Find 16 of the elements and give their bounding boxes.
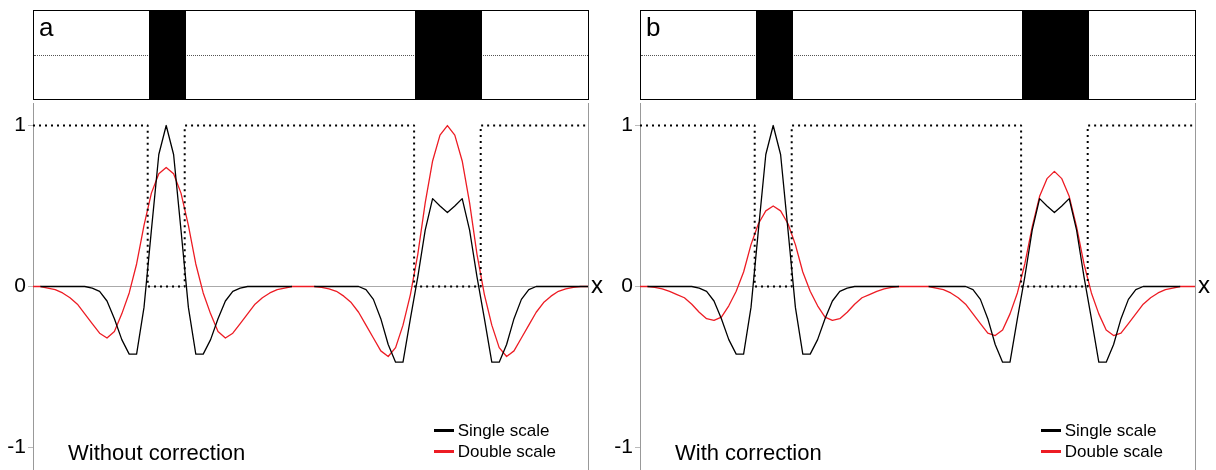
y-tick-label: 1 <box>621 112 633 136</box>
legend-label: Single scale <box>457 420 550 441</box>
chart-title: b <box>646 12 661 42</box>
legend-label: Double scale <box>457 441 556 462</box>
chart-title: a <box>39 12 54 42</box>
legend-label: Single scale <box>1064 420 1157 441</box>
legend-label: Double scale <box>1064 441 1163 462</box>
y-tick-label: 0 <box>621 273 633 297</box>
annotation: With correction <box>675 440 822 465</box>
y-tick-label: 1 <box>14 112 26 136</box>
y-tick-label: 0 <box>14 273 26 297</box>
y-tick-label: -1 <box>614 434 633 458</box>
y-tick-label: -1 <box>7 434 26 458</box>
x-axis-title: x <box>1198 271 1210 299</box>
x-axis-title: x <box>591 271 603 299</box>
annotation: Without correction <box>68 440 246 465</box>
